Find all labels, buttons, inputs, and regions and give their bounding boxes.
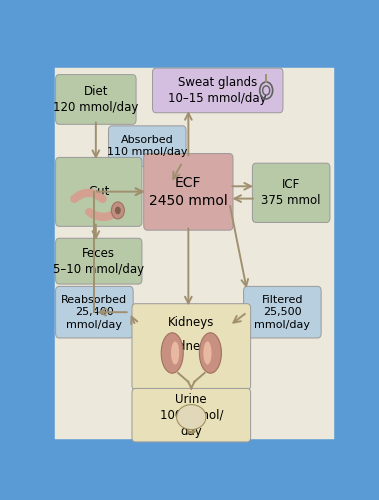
FancyBboxPatch shape bbox=[152, 68, 283, 112]
Text: Absorbed
110 mmol/day: Absorbed 110 mmol/day bbox=[107, 135, 188, 158]
FancyBboxPatch shape bbox=[52, 64, 337, 442]
FancyBboxPatch shape bbox=[252, 163, 330, 222]
Text: Kidneys: Kidneys bbox=[168, 340, 215, 353]
Text: Urine
100 mmol/
day: Urine 100 mmol/ day bbox=[160, 392, 223, 438]
Circle shape bbox=[111, 202, 124, 219]
Ellipse shape bbox=[204, 342, 211, 364]
FancyBboxPatch shape bbox=[144, 154, 233, 230]
Ellipse shape bbox=[171, 342, 179, 364]
Text: Reabsorbed
25,400
mmol/day: Reabsorbed 25,400 mmol/day bbox=[61, 295, 127, 330]
Text: Sweat glands
10–15 mmol/day: Sweat glands 10–15 mmol/day bbox=[168, 76, 267, 105]
FancyBboxPatch shape bbox=[56, 238, 142, 284]
FancyArrowPatch shape bbox=[89, 212, 117, 217]
FancyBboxPatch shape bbox=[132, 388, 251, 442]
FancyBboxPatch shape bbox=[132, 304, 251, 390]
FancyBboxPatch shape bbox=[108, 126, 186, 166]
Text: Kidneys: Kidneys bbox=[168, 316, 215, 329]
FancyArrowPatch shape bbox=[74, 192, 103, 199]
FancyBboxPatch shape bbox=[56, 158, 142, 226]
Text: Gut: Gut bbox=[88, 186, 110, 198]
Ellipse shape bbox=[177, 404, 206, 429]
FancyBboxPatch shape bbox=[244, 286, 321, 338]
Text: Diet
120 mmol/day: Diet 120 mmol/day bbox=[53, 85, 139, 114]
FancyBboxPatch shape bbox=[56, 74, 136, 124]
Text: Filtered
25,500
mmol/day: Filtered 25,500 mmol/day bbox=[254, 295, 310, 330]
Circle shape bbox=[115, 206, 121, 214]
Ellipse shape bbox=[199, 333, 221, 373]
Ellipse shape bbox=[161, 333, 183, 373]
Text: ECF
2450 mmol: ECF 2450 mmol bbox=[149, 176, 228, 208]
Text: Feces
5–10 mmol/day: Feces 5–10 mmol/day bbox=[53, 246, 144, 276]
FancyBboxPatch shape bbox=[56, 286, 133, 338]
Text: ICF
375 mmol: ICF 375 mmol bbox=[262, 178, 321, 208]
